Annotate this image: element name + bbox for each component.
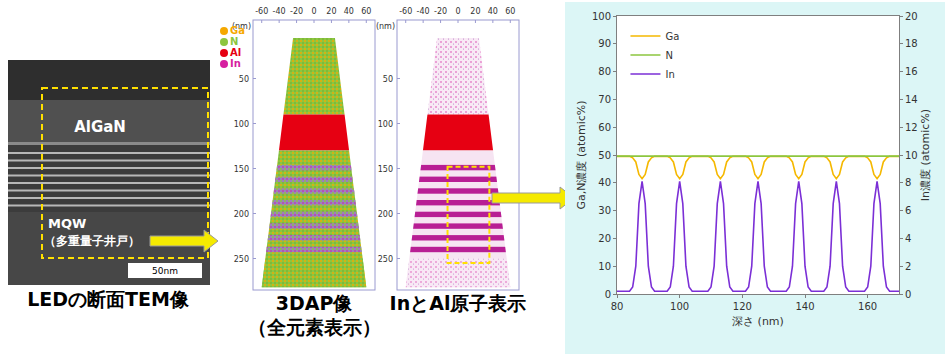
svg-text:50: 50 bbox=[598, 150, 611, 161]
svg-text:60: 60 bbox=[598, 122, 611, 133]
svg-text:-60: -60 bbox=[255, 7, 268, 16]
svg-text:-60: -60 bbox=[399, 7, 412, 16]
svg-text:-40: -40 bbox=[417, 7, 430, 16]
svg-text:30: 30 bbox=[598, 205, 611, 216]
svg-text:（多重量子井戸）: （多重量子井戸） bbox=[44, 234, 140, 248]
svg-text:10: 10 bbox=[598, 261, 611, 272]
svg-text:LEDの断面TEM像: LEDの断面TEM像 bbox=[27, 288, 190, 310]
svg-text:200: 200 bbox=[378, 210, 393, 219]
svg-text:20: 20 bbox=[470, 7, 480, 16]
svg-text:In: In bbox=[665, 69, 674, 80]
svg-text:150: 150 bbox=[378, 165, 393, 174]
svg-text:140: 140 bbox=[795, 301, 814, 312]
svg-text:8: 8 bbox=[905, 177, 911, 188]
svg-text:6: 6 bbox=[905, 205, 911, 216]
svg-text:20: 20 bbox=[905, 11, 918, 22]
svg-text:80: 80 bbox=[598, 66, 611, 77]
svg-text:250: 250 bbox=[378, 255, 393, 264]
svg-text:100: 100 bbox=[592, 11, 611, 22]
svg-text:14: 14 bbox=[905, 94, 918, 105]
svg-text:（全元素表示）: （全元素表示） bbox=[248, 316, 381, 338]
svg-text:N: N bbox=[230, 36, 238, 47]
svg-text:3DAP像: 3DAP像 bbox=[276, 292, 354, 314]
svg-text:50: 50 bbox=[239, 75, 249, 84]
svg-text:0: 0 bbox=[311, 7, 316, 16]
svg-text:120: 120 bbox=[733, 301, 752, 312]
svg-text:深さ (nm): 深さ (nm) bbox=[732, 315, 784, 328]
svg-text:90: 90 bbox=[598, 38, 611, 49]
svg-text:100: 100 bbox=[378, 120, 393, 129]
svg-text:(nm): (nm) bbox=[376, 22, 395, 31]
svg-text:20: 20 bbox=[326, 7, 336, 16]
svg-text:10: 10 bbox=[905, 150, 918, 161]
svg-text:100: 100 bbox=[234, 120, 249, 129]
svg-text:In濃度 (atomic%): In濃度 (atomic%) bbox=[919, 109, 932, 201]
svg-text:12: 12 bbox=[905, 122, 918, 133]
svg-text:40: 40 bbox=[598, 177, 611, 188]
svg-text:0: 0 bbox=[605, 289, 611, 300]
svg-text:-20: -20 bbox=[290, 7, 303, 16]
svg-text:150: 150 bbox=[234, 165, 249, 174]
svg-text:Ga: Ga bbox=[230, 25, 245, 36]
svg-text:250: 250 bbox=[234, 255, 249, 264]
svg-text:50nm: 50nm bbox=[152, 266, 178, 276]
svg-text:160: 160 bbox=[858, 301, 877, 312]
svg-text:AlGaN: AlGaN bbox=[74, 118, 126, 136]
svg-text:60: 60 bbox=[505, 7, 515, 16]
svg-text:18: 18 bbox=[905, 38, 918, 49]
svg-text:0: 0 bbox=[905, 289, 911, 300]
svg-text:80: 80 bbox=[611, 301, 624, 312]
svg-text:50: 50 bbox=[383, 75, 393, 84]
svg-text:-20: -20 bbox=[434, 7, 447, 16]
svg-text:In: In bbox=[230, 58, 241, 69]
svg-text:20: 20 bbox=[598, 233, 611, 244]
svg-text:N: N bbox=[665, 50, 672, 61]
svg-text:60: 60 bbox=[361, 7, 371, 16]
svg-text:-40: -40 bbox=[273, 7, 286, 16]
svg-text:70: 70 bbox=[598, 94, 611, 105]
svg-text:16: 16 bbox=[905, 66, 918, 77]
svg-text:40: 40 bbox=[488, 7, 498, 16]
svg-text:0: 0 bbox=[455, 7, 460, 16]
svg-text:Ga: Ga bbox=[665, 31, 679, 42]
svg-text:4: 4 bbox=[905, 233, 911, 244]
svg-text:100: 100 bbox=[670, 301, 689, 312]
svg-text:2: 2 bbox=[905, 261, 911, 272]
svg-text:Ga,N濃度 (atomic%): Ga,N濃度 (atomic%) bbox=[575, 100, 588, 209]
svg-text:40: 40 bbox=[344, 7, 354, 16]
svg-text:Al: Al bbox=[230, 47, 241, 58]
svg-text:MQW: MQW bbox=[48, 216, 86, 231]
svg-text:200: 200 bbox=[234, 210, 249, 219]
svg-text:InとAl原子表示: InとAl原子表示 bbox=[390, 292, 527, 314]
